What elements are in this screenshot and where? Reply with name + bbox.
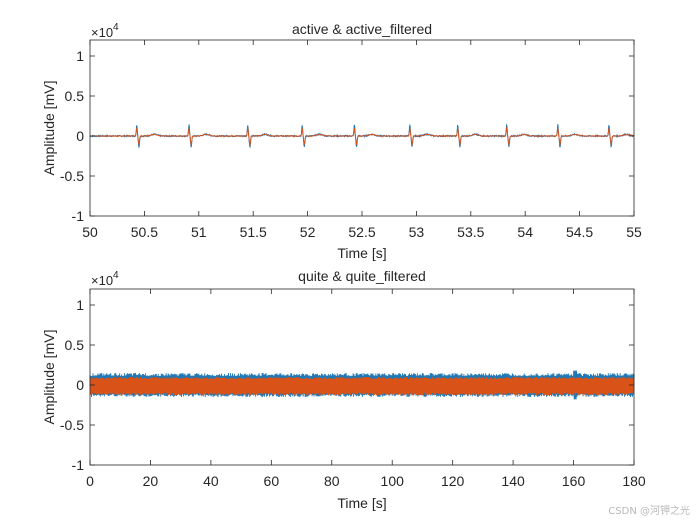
y-tick-label: 0 [76,377,84,393]
y-ticks: -1 -0.5 0 0.5 1 [60,48,634,224]
axes-active: active & active_filtered 50 50.5 51 51.5 52 5… [41,21,642,261]
x-tick-label: 50.5 [131,224,158,240]
x-axis-label: Time [s] [337,245,386,261]
x-ticks: 0 20 40 60 80 100 120 140 160 180 [86,289,646,489]
y-tick-label: 1 [76,297,84,313]
x-tick-label: 52 [300,224,316,240]
x-tick-label: 53 [409,224,425,240]
x-tick-label: 40 [203,473,219,489]
x-tick-label: 20 [143,473,159,489]
x-tick-label: 180 [622,473,646,489]
x-tick-label: 55 [626,224,642,240]
x-tick-label: 53.5 [457,224,484,240]
axes-quite: quite & quite_filtered 0 20 40 60 80 100 120 14… [41,268,646,511]
y-tick-label: -0.5 [60,168,84,184]
x-tick-label: 100 [381,473,405,489]
x-tick-label: 160 [562,473,586,489]
plot-area [89,123,635,149]
y-axis-label: Amplitude [mV] [41,81,57,176]
series-line-quite_filtered [89,376,635,396]
plot-area [89,370,635,400]
y-exponent-power: 4 [113,270,119,281]
y-exponent-power: 4 [113,22,119,33]
y-exponent-base: ×10 [91,25,113,40]
x-tick-label: 51.5 [240,224,267,240]
y-tick-label: -0.5 [60,417,84,433]
x-tick-label: 50 [82,224,98,240]
x-tick-label: 80 [324,473,340,489]
y-tick-label: -1 [72,208,85,224]
chart-title: active & active_filtered [292,21,432,37]
x-ticks: 50 50.5 51 51.5 52 52.5 53 53.5 54 54.5 55 [82,40,642,240]
watermark: CSDN @河钾之光 [608,506,690,517]
x-tick-label: 0 [86,473,94,489]
x-tick-label: 51 [191,224,207,240]
x-tick-label: 60 [264,473,280,489]
y-tick-label: 1 [76,48,84,64]
x-tick-label: 54.5 [566,224,593,240]
y-tick-label: 0.5 [65,337,85,353]
y-tick-label: 0.5 [65,88,85,104]
x-axis-label: Time [s] [337,495,386,511]
y-axis-label: Amplitude [mV] [41,330,57,425]
series-line-active_filtered [89,126,635,147]
chart-title: quite & quite_filtered [298,268,426,284]
axes-box [89,288,635,466]
y-tick-label: -1 [72,457,85,473]
y-exponent-base: ×10 [91,273,113,288]
y-ticks: -1 -0.5 0 0.5 1 [60,297,634,473]
y-tick-label: 0 [76,128,84,144]
x-tick-label: 120 [441,473,465,489]
x-tick-label: 54 [517,224,533,240]
x-tick-label: 140 [501,473,525,489]
x-tick-label: 52.5 [348,224,375,240]
